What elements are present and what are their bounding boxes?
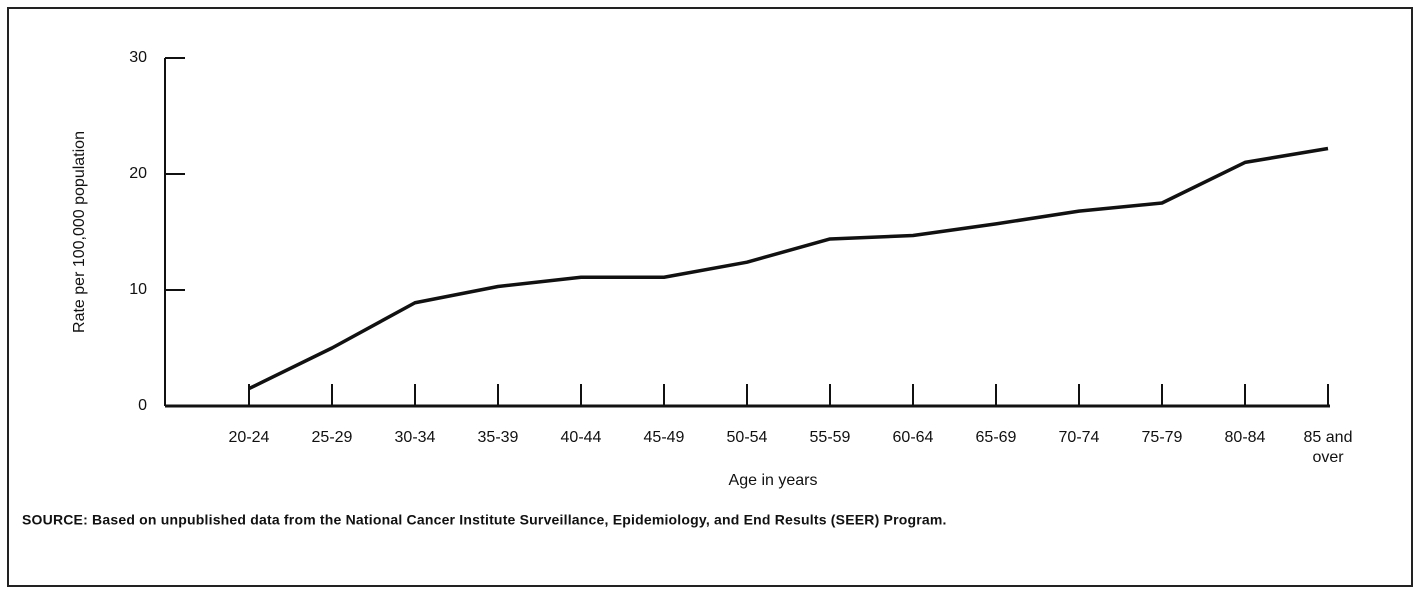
x-tick-label: 65-69	[975, 429, 1017, 446]
x-tick-label: 70-74	[1058, 429, 1100, 446]
y-tick-label: 30	[129, 49, 147, 66]
x-tick-label: 55-59	[809, 429, 851, 446]
y-tick-label: 0	[138, 397, 147, 414]
x-tick-label: 60-64	[892, 429, 934, 446]
x-axis-title: Age in years	[729, 472, 818, 489]
frame	[7, 7, 1413, 587]
y-tick-label: 10	[129, 281, 147, 298]
y-tick-label: 20	[129, 165, 147, 182]
source-note: SOURCE: Based on unpublished data from t…	[22, 512, 947, 528]
data-line	[248, 146, 1329, 391]
x-tick-label: 85 and over	[1303, 429, 1353, 466]
x-tick-label: 40-44	[560, 429, 602, 446]
x-tick-label: 35-39	[477, 429, 519, 446]
x-tick-label: 80-84	[1224, 429, 1266, 446]
x-tick-label: 50-54	[726, 429, 768, 446]
x-tick-label: 30-34	[394, 429, 436, 446]
x-tick-label: 45-49	[643, 429, 685, 446]
x-tick-label: 25-29	[311, 429, 353, 446]
x-tick-label: 20-24	[228, 429, 270, 446]
x-tick-label: 75-79	[1141, 429, 1183, 446]
y-axis-title: Rate per 100,000 population	[71, 131, 88, 333]
